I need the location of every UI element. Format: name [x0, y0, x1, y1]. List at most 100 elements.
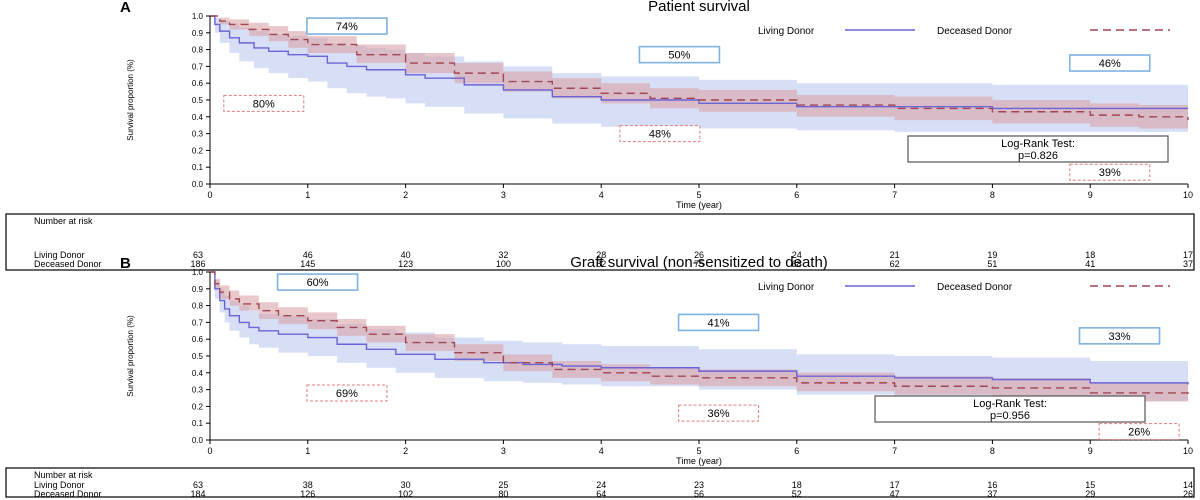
deceased-donor-survival-line	[210, 15, 1189, 121]
y-tick-label: 0.3	[192, 130, 204, 139]
panel-b: B Graft survival (non-sensitized to death…	[5, 254, 1195, 499]
deceased-donor-annotation-box	[619, 125, 701, 143]
risk-value: 32	[498, 250, 508, 260]
living-donor-annotation-box	[677, 313, 760, 332]
risk-value: 63	[193, 250, 203, 260]
risk-value: 14	[1183, 480, 1193, 490]
x-tick-label: 6	[794, 446, 799, 456]
risk-value: 56	[694, 489, 704, 499]
y-tick-label: 0.6	[192, 335, 204, 344]
x-tick-label: 9	[1088, 446, 1093, 456]
risk-value: 126	[300, 489, 315, 499]
y-tick-label: 0.0	[192, 180, 204, 189]
x-tick-label: 7	[892, 190, 897, 200]
risk-value: 62	[890, 259, 900, 269]
deceased-donor-annotation-box	[1098, 423, 1180, 441]
risk-value: 102	[398, 489, 413, 499]
risk-value: 51	[987, 259, 997, 269]
risk-value: 29	[1085, 489, 1095, 499]
risk-value: 123	[398, 259, 413, 269]
x-tick-label: 6	[794, 190, 799, 200]
x-tick-label: 0	[207, 190, 212, 200]
panel-label: B	[120, 255, 131, 272]
risk-value: 52	[792, 489, 802, 499]
x-tick-label: 8	[990, 190, 995, 200]
risk-value: 24	[596, 480, 606, 490]
deceased-donor-annotation-box	[1069, 163, 1151, 181]
risk-value: 75	[694, 259, 704, 269]
living-donor-annotation: 46%	[1099, 58, 1121, 70]
y-tick-label: 0.1	[192, 163, 204, 172]
x-tick-label: 9	[1088, 190, 1093, 200]
y-tick-label: 0.2	[192, 146, 204, 155]
risk-row-label: Deceased Donor	[34, 489, 102, 499]
x-tick-label: 8	[990, 446, 995, 456]
y-axis-label: Survival proportion (%)	[126, 315, 135, 397]
deceased-donor-annotation: 69%	[336, 388, 358, 400]
logrank-box	[874, 395, 1146, 423]
x-tick-label: 2	[403, 446, 408, 456]
living-donor-annotation-box	[1068, 54, 1151, 72]
risk-value: 24	[792, 250, 802, 260]
living-donor-annotation: 41%	[708, 317, 730, 329]
living-donor-annotation: 60%	[307, 277, 329, 289]
x-tick-label: 4	[599, 190, 604, 200]
living-donor-annotation-box	[276, 273, 359, 291]
x-tick-label: 5	[696, 446, 701, 456]
x-tick-label: 5	[696, 190, 701, 200]
legend-deceased-donor: Deceased Donor	[937, 26, 1013, 37]
risk-table-frame	[5, 213, 1195, 271]
y-tick-label: 0.7	[192, 318, 204, 327]
y-tick-label: 1.0	[192, 12, 204, 21]
deceased-donor-annotation: 39%	[1099, 167, 1121, 179]
risk-value: 41	[1085, 259, 1095, 269]
living-donor-annotation: 74%	[336, 21, 358, 33]
logrank-box	[907, 135, 1169, 163]
risk-value: 15	[1085, 480, 1095, 490]
risk-value: 16	[987, 480, 997, 490]
y-tick-label: 0.9	[192, 29, 204, 38]
x-tick-label: 7	[892, 446, 897, 456]
y-tick-label: 0.8	[192, 46, 204, 55]
risk-value: 37	[1183, 259, 1193, 269]
living-donor-annotation: 33%	[1109, 331, 1131, 343]
risk-value: 18	[792, 480, 802, 490]
risk-table-title: Number at risk	[34, 216, 93, 226]
risk-value: 64	[596, 489, 606, 499]
risk-value: 17	[890, 480, 900, 490]
risk-value: 26	[694, 250, 704, 260]
x-tick-label: 2	[403, 190, 408, 200]
y-tick-label: 1.0	[192, 268, 204, 277]
deceased-donor-annotation-box	[223, 94, 305, 112]
y-tick-label: 0.2	[192, 402, 204, 411]
living-donor-annotation-box	[306, 17, 388, 35]
risk-value: 100	[496, 259, 511, 269]
panel-label: A	[120, 0, 131, 16]
living-donor-survival-line	[210, 15, 1188, 110]
risk-value: 25	[498, 480, 508, 490]
deceased-donor-annotation-box	[306, 384, 388, 402]
risk-value: 46	[303, 250, 313, 260]
y-tick-label: 0.5	[192, 352, 204, 361]
x-tick-label: 4	[599, 446, 604, 456]
logrank-pvalue: p=0.826	[1018, 150, 1058, 162]
risk-value: 19	[987, 250, 997, 260]
risk-value: 17	[1183, 250, 1193, 260]
x-tick-label: 1	[305, 446, 310, 456]
y-axis-label: Survival proportion (%)	[126, 59, 135, 141]
legend-living-donor: Living Donor	[758, 26, 815, 37]
deceased-donor-annotation: 48%	[649, 129, 671, 141]
y-tick-label: 0.4	[192, 113, 204, 122]
y-tick-label: 0.3	[192, 386, 204, 395]
risk-value: 23	[694, 480, 704, 490]
risk-value: 40	[401, 250, 411, 260]
chart-title: Graft survival (non-sensitized to death)	[570, 254, 828, 271]
risk-value: 47	[890, 489, 900, 499]
living-donor-survival-line	[210, 271, 1189, 385]
living-donor-annotation-box	[1078, 327, 1161, 345]
logrank-pvalue: p=0.956	[990, 410, 1030, 422]
x-tick-label: 3	[501, 446, 506, 456]
logrank-title: Log-Rank Test:	[973, 398, 1047, 410]
risk-row-label: Living Donor	[34, 480, 85, 490]
